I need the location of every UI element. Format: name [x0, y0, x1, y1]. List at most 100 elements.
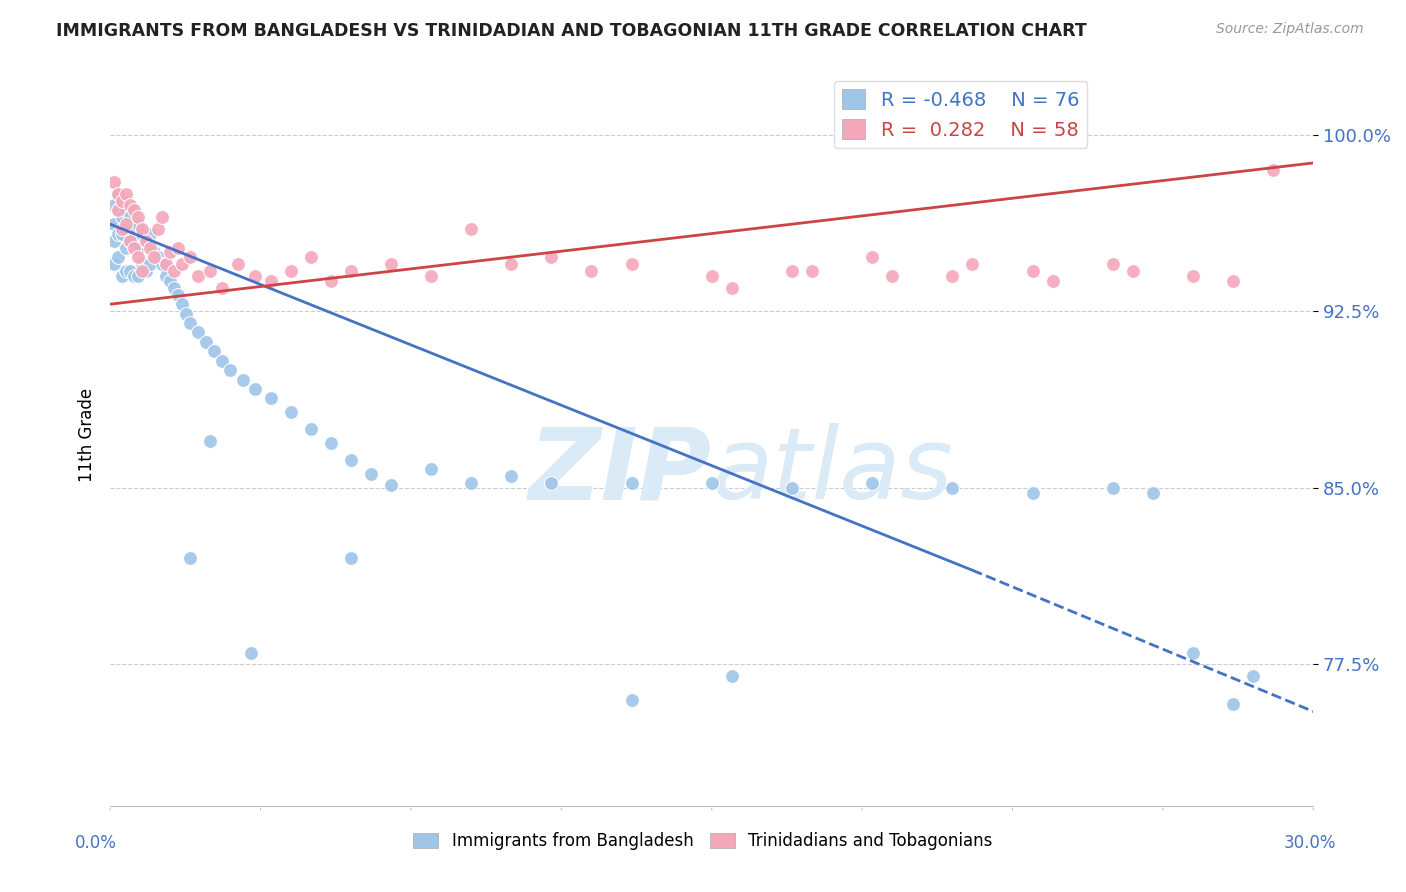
Point	[780, 481, 803, 495]
Point	[122, 202, 145, 217]
Point	[127, 217, 149, 231]
Point	[107, 227, 129, 241]
Point	[143, 245, 166, 260]
Point	[211, 281, 233, 295]
Point	[1042, 274, 1064, 288]
Point	[339, 264, 361, 278]
Point	[179, 250, 201, 264]
Point	[1222, 698, 1244, 712]
Point	[231, 372, 253, 386]
Point	[120, 264, 142, 278]
Point	[380, 478, 402, 492]
Point	[420, 462, 443, 476]
Point	[1222, 274, 1244, 288]
Point	[319, 274, 342, 288]
Point	[163, 281, 186, 295]
Legend: R = -0.468    N = 76, R =  0.282    N = 58: R = -0.468 N = 76, R = 0.282 N = 58	[834, 81, 1087, 147]
Point	[860, 476, 883, 491]
Point	[801, 264, 824, 278]
Point	[148, 222, 170, 236]
Y-axis label: 11th Grade: 11th Grade	[79, 388, 96, 482]
Point	[131, 264, 153, 278]
Point	[211, 353, 233, 368]
Point	[620, 257, 643, 271]
Point	[111, 227, 134, 241]
Point	[115, 264, 138, 278]
Text: 30.0%: 30.0%	[1284, 834, 1337, 852]
Point	[179, 316, 201, 330]
Point	[115, 186, 138, 201]
Point	[243, 268, 266, 283]
Point	[200, 434, 222, 448]
Point	[111, 268, 134, 283]
Point	[339, 452, 361, 467]
Point	[103, 234, 125, 248]
Point	[139, 227, 162, 241]
Point	[420, 268, 443, 283]
Point	[460, 476, 482, 491]
Point	[127, 250, 149, 264]
Point	[122, 222, 145, 236]
Point	[111, 194, 134, 208]
Point	[159, 245, 181, 260]
Point	[155, 257, 177, 271]
Point	[167, 241, 190, 255]
Point	[107, 186, 129, 201]
Point	[111, 210, 134, 224]
Point	[540, 250, 562, 264]
Point	[219, 363, 242, 377]
Legend: Immigrants from Bangladesh, Trinidadians and Tobagonians: Immigrants from Bangladesh, Trinidadians…	[406, 826, 1000, 857]
Point	[1122, 264, 1144, 278]
Point	[195, 334, 218, 349]
Point	[860, 250, 883, 264]
Point	[1101, 481, 1123, 495]
Point	[1181, 268, 1204, 283]
Point	[115, 217, 138, 231]
Point	[172, 257, 194, 271]
Point	[120, 210, 142, 224]
Point	[540, 476, 562, 491]
Point	[150, 210, 173, 224]
Text: ZIP: ZIP	[529, 424, 711, 520]
Point	[155, 268, 177, 283]
Point	[135, 234, 157, 248]
Point	[120, 234, 142, 248]
Point	[299, 250, 322, 264]
Point	[122, 268, 145, 283]
Point	[259, 392, 281, 406]
Point	[1263, 163, 1285, 178]
Point	[882, 268, 904, 283]
Point	[941, 481, 963, 495]
Point	[187, 268, 209, 283]
Point	[163, 264, 186, 278]
Point	[120, 198, 142, 212]
Point	[200, 264, 222, 278]
Point	[239, 646, 262, 660]
Point	[501, 469, 523, 483]
Text: atlas: atlas	[711, 424, 953, 520]
Point	[941, 268, 963, 283]
Point	[107, 202, 129, 217]
Point	[380, 257, 402, 271]
Point	[103, 257, 125, 271]
Point	[319, 436, 342, 450]
Point	[143, 250, 166, 264]
Point	[187, 326, 209, 340]
Point	[176, 307, 198, 321]
Point	[1181, 646, 1204, 660]
Point	[122, 241, 145, 255]
Point	[139, 257, 162, 271]
Point	[720, 281, 742, 295]
Point	[720, 669, 742, 683]
Point	[581, 264, 603, 278]
Text: IMMIGRANTS FROM BANGLADESH VS TRINIDADIAN AND TOBAGONIAN 11TH GRADE CORRELATION : IMMIGRANTS FROM BANGLADESH VS TRINIDADIA…	[56, 22, 1087, 40]
Point	[700, 476, 723, 491]
Text: Source: ZipAtlas.com: Source: ZipAtlas.com	[1216, 22, 1364, 37]
Point	[620, 476, 643, 491]
Point	[111, 222, 134, 236]
Point	[280, 405, 302, 419]
Point	[259, 274, 281, 288]
Point	[131, 227, 153, 241]
Point	[1021, 485, 1043, 500]
Point	[131, 257, 153, 271]
